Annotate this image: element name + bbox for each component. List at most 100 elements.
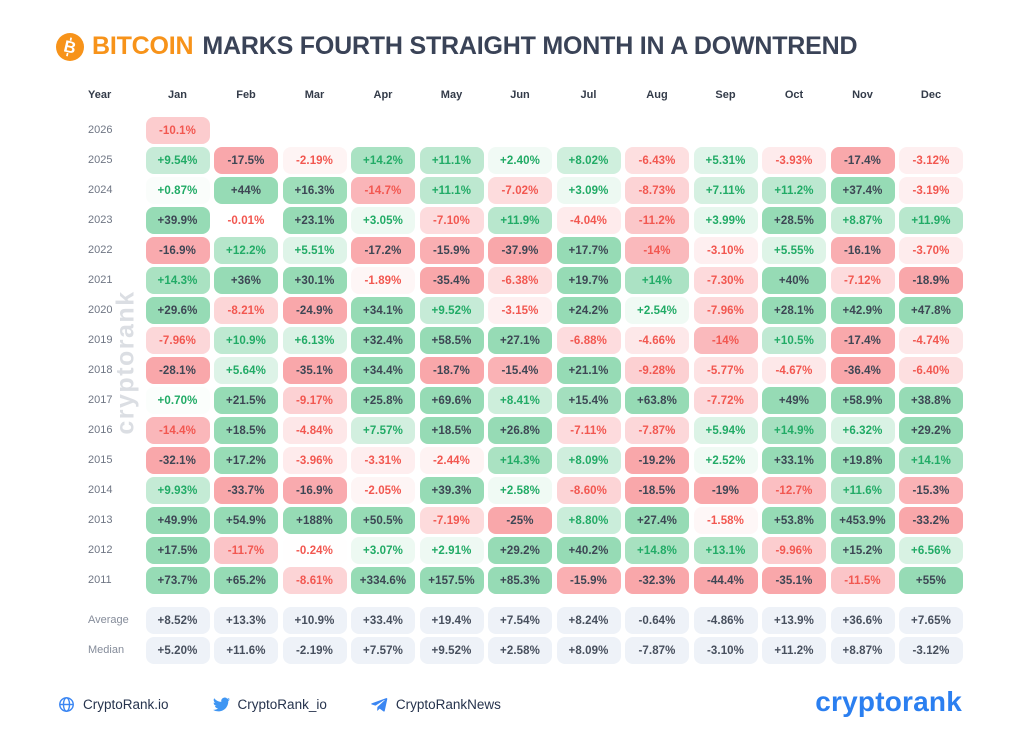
cell-2011-may: +157.5% (419, 567, 484, 594)
summary-cell-average-may: +19.4% (419, 607, 484, 634)
cell-2024-jul: +3.09% (556, 177, 621, 204)
cell-2025-apr: +14.2% (351, 147, 415, 174)
column-header-jun: Jun (510, 89, 530, 101)
cell-2019-mar: +6.13% (282, 327, 347, 354)
bitcoin-icon: B (56, 32, 84, 61)
twitter-link[interactable]: CryptoRank_io (212, 696, 327, 713)
cell-2020-aug: +2.54% (625, 297, 689, 324)
cell-2016-aug: -7.87% (625, 417, 689, 444)
cell-2021-oct: +40% (762, 267, 826, 294)
cell-2018-feb: +5.64% (214, 357, 278, 384)
cell-2023-jun: +11.9% (488, 207, 552, 234)
year-label: 2016 (88, 424, 113, 436)
cell-2011-oct: -35.1% (762, 567, 826, 594)
cell-2012-may: +2.91% (419, 537, 484, 564)
cell-2013-dec: -33.2% (899, 507, 963, 534)
cell-2024-aug: -8.73% (625, 177, 689, 204)
cell-2019-jul: -6.88% (556, 327, 621, 354)
cell-2019-feb: +10.9% (214, 327, 278, 354)
cell-2017-feb: +21.5% (214, 387, 278, 414)
cell-2013-jan: +49.9% (145, 507, 210, 534)
cell-2014-mar: -16.9% (282, 477, 347, 504)
cell-2014-jul: -8.60% (556, 477, 621, 504)
cell-2015-aug: -19.2% (625, 447, 689, 474)
cell-2020-feb: -8.21% (214, 297, 278, 324)
table-row-2016: 2016 -14.4% +18.5% -4.84% +7.57% +18.5% +26.8%… (88, 417, 963, 444)
monthly-returns-table: Year Jan Feb Mar Apr May Jun Jul Aug Sep Oct Nov Dec… (88, 88, 963, 667)
cell-2022-jan: -16.9% (145, 237, 210, 264)
empty-cell (831, 117, 895, 144)
summary-cell-average-jan: +8.52% (145, 607, 210, 634)
cell-2016-jan: -14.4% (145, 417, 210, 444)
summary-row-median: Median +5.20% +11.6% -2.19% +7.57% +9.52% +2.5… (88, 637, 963, 664)
page-header: B BITCOIN MARKS FOURTH STRAIGHT MONTH IN … (56, 32, 858, 61)
cell-2020-mar: -24.9% (282, 297, 347, 324)
table-row-2020: 2020 +29.6% -8.21% -24.9% +34.1% +9.52% -3.15%… (88, 297, 963, 324)
empty-cell (557, 117, 621, 144)
empty-cell (762, 117, 826, 144)
table-row-2014: 2014 +9.93% -33.7% -16.9% -2.05% +39.3% +2.58%… (88, 477, 963, 504)
website-link[interactable]: CryptoRank.io (58, 696, 169, 713)
cell-2015-dec: +14.1% (899, 447, 963, 474)
cell-2025-jan: +9.54% (145, 147, 210, 174)
column-header-apr: Apr (373, 89, 393, 101)
website-label: CryptoRank.io (83, 697, 169, 712)
cell-2019-may: +58.5% (419, 327, 484, 354)
summary-cell-median-jul: +8.09% (556, 637, 621, 664)
cell-2015-nov: +19.8% (830, 447, 895, 474)
cell-2017-nov: +58.9% (830, 387, 895, 414)
cell-2022-dec: -3.70% (899, 237, 963, 264)
cell-2014-apr: -2.05% (351, 477, 415, 504)
cell-2016-may: +18.5% (419, 417, 484, 444)
year-label: 2014 (88, 484, 113, 496)
cell-2015-oct: +33.1% (762, 447, 826, 474)
summary-cell-average-jul: +8.24% (556, 607, 621, 634)
year-label: 2013 (88, 514, 113, 526)
summary-cell-average-apr: +33.4% (351, 607, 415, 634)
cell-2013-jul: +8.80% (556, 507, 621, 534)
cell-2014-jun: +2.58% (488, 477, 552, 504)
cell-2011-mar: -8.61% (282, 567, 347, 594)
table-row-2012: 2012 +17.5% -11.7% -0.24% +3.07% +2.91% +29.2%… (88, 537, 963, 564)
cell-2023-may: -7.10% (419, 207, 484, 234)
summary-cell-median-aug: -7.87% (625, 637, 689, 664)
cell-2013-sep: -1.58% (693, 507, 758, 534)
cell-2015-mar: -3.96% (282, 447, 347, 474)
cell-2022-jun: -37.9% (488, 237, 552, 264)
cell-2011-sep: -44.4% (693, 567, 758, 594)
cell-2011-aug: -32.3% (625, 567, 689, 594)
summary-row-average: Average +8.52% +13.3% +10.9% +33.4% +19.4% +7.… (88, 607, 963, 634)
summary-cell-median-sep: -3.10% (693, 637, 758, 664)
cell-2017-dec: +38.8% (899, 387, 963, 414)
telegram-link[interactable]: CryptoRankNews (371, 696, 501, 713)
cell-2020-apr: +34.1% (351, 297, 415, 324)
cell-2024-oct: +11.2% (762, 177, 826, 204)
summary-cell-average-feb: +13.3% (214, 607, 278, 634)
empty-cell (488, 117, 552, 144)
summary-cell-average-jun: +7.54% (488, 607, 552, 634)
cell-2025-mar: -2.19% (282, 147, 347, 174)
cell-2021-aug: +14% (625, 267, 689, 294)
table-row-2024: 2024 +0.87% +44% +16.3% -14.7% +11.1% -7.02% +3… (88, 177, 963, 204)
summary-cell-average-mar: +10.9% (282, 607, 347, 634)
cell-2020-jul: +24.2% (556, 297, 621, 324)
empty-cell (214, 117, 278, 144)
cell-2020-nov: +42.9% (830, 297, 895, 324)
cell-2013-jun: -25% (488, 507, 552, 534)
cell-2018-apr: +34.4% (351, 357, 415, 384)
year-label: 2019 (88, 334, 113, 346)
cell-2015-jan: -32.1% (145, 447, 210, 474)
summary-cell-median-oct: +11.2% (762, 637, 826, 664)
year-label: 2021 (88, 274, 113, 286)
column-header-nov: Nov (852, 89, 873, 101)
cell-2018-nov: -36.4% (830, 357, 895, 384)
cell-2021-apr: -1.89% (351, 267, 415, 294)
cell-2022-sep: -3.10% (693, 237, 758, 264)
cell-2020-oct: +28.1% (762, 297, 826, 324)
footer: CryptoRank.io CryptoRank_io CryptoRankNe… (58, 696, 501, 713)
cell-2024-nov: +37.4% (830, 177, 895, 204)
cell-2019-sep: -14% (693, 327, 758, 354)
title-rest: MARKS FOURTH STRAIGHT MONTH IN A DOWNTRE… (202, 32, 858, 60)
cell-2017-aug: +63.8% (625, 387, 689, 414)
